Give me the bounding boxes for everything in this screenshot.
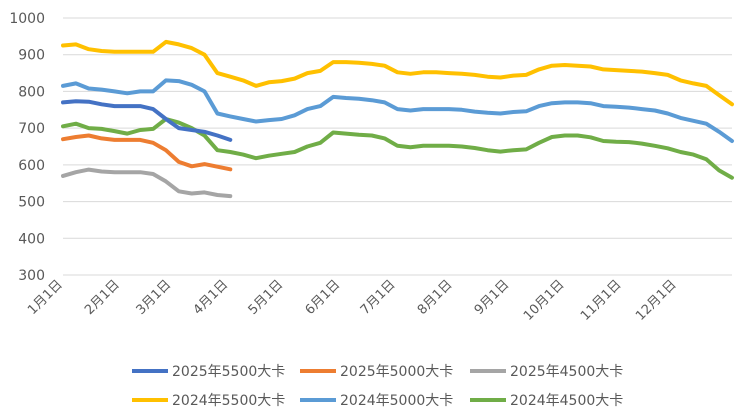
x-axis: 1月1日 2月1日 3月1日 4月1日 5月1日 6月1日 7月1日 8月1日 9月1日 10月1… xyxy=(25,274,732,324)
gridlines xyxy=(63,17,732,276)
y-tick-label: 500 xyxy=(18,195,45,211)
series-lines xyxy=(61,39,734,199)
legend-label: 2024年4500大卡 xyxy=(510,393,623,409)
y-tick-label: 600 xyxy=(18,158,45,174)
legend-label: 2024年5000大卡 xyxy=(340,393,453,409)
series-line-6 xyxy=(61,117,734,180)
y-tick-label: 800 xyxy=(18,84,45,100)
x-tick-label: 6月1日 xyxy=(303,277,344,318)
series-line-2 xyxy=(61,133,233,172)
x-tick-label: 7月1日 xyxy=(358,277,399,318)
x-tick-label: 3月1日 xyxy=(134,277,175,318)
x-tick-label: 4月1日 xyxy=(191,277,232,318)
legend-label: 2025年4500大卡 xyxy=(510,364,623,380)
y-tick-label: 900 xyxy=(18,48,45,64)
series-line-5 xyxy=(61,78,734,143)
y-tick-label: 1000 xyxy=(9,11,45,27)
x-tick-label: 9月1日 xyxy=(472,277,513,318)
x-tick-label: 11月1日 xyxy=(578,277,625,324)
y-tick-label: 300 xyxy=(18,268,45,284)
legend-label: 2025年5500大卡 xyxy=(172,364,285,380)
x-tick-label: 8月1日 xyxy=(415,277,456,318)
x-tick-label: 10月1日 xyxy=(521,277,568,324)
series-line-3 xyxy=(61,167,233,199)
series-line-1 xyxy=(61,99,233,142)
series-line-4 xyxy=(61,39,734,107)
y-tick-label: 400 xyxy=(18,231,45,247)
legend-label: 2024年5500大卡 xyxy=(172,393,285,409)
x-tick-label: 12月1日 xyxy=(633,277,680,324)
x-tick-label: 5月1日 xyxy=(246,277,287,318)
y-tick-label: 700 xyxy=(18,121,45,137)
legend: 2025年5500大卡 2025年5000大卡 2025年4500大卡 2024年55… xyxy=(132,364,623,409)
legend-label: 2025年5000大卡 xyxy=(340,364,453,380)
y-axis-ticks: 300 400 500 600 700 800 900 1000 xyxy=(9,11,45,284)
x-tick-label: 2月1日 xyxy=(82,277,123,318)
